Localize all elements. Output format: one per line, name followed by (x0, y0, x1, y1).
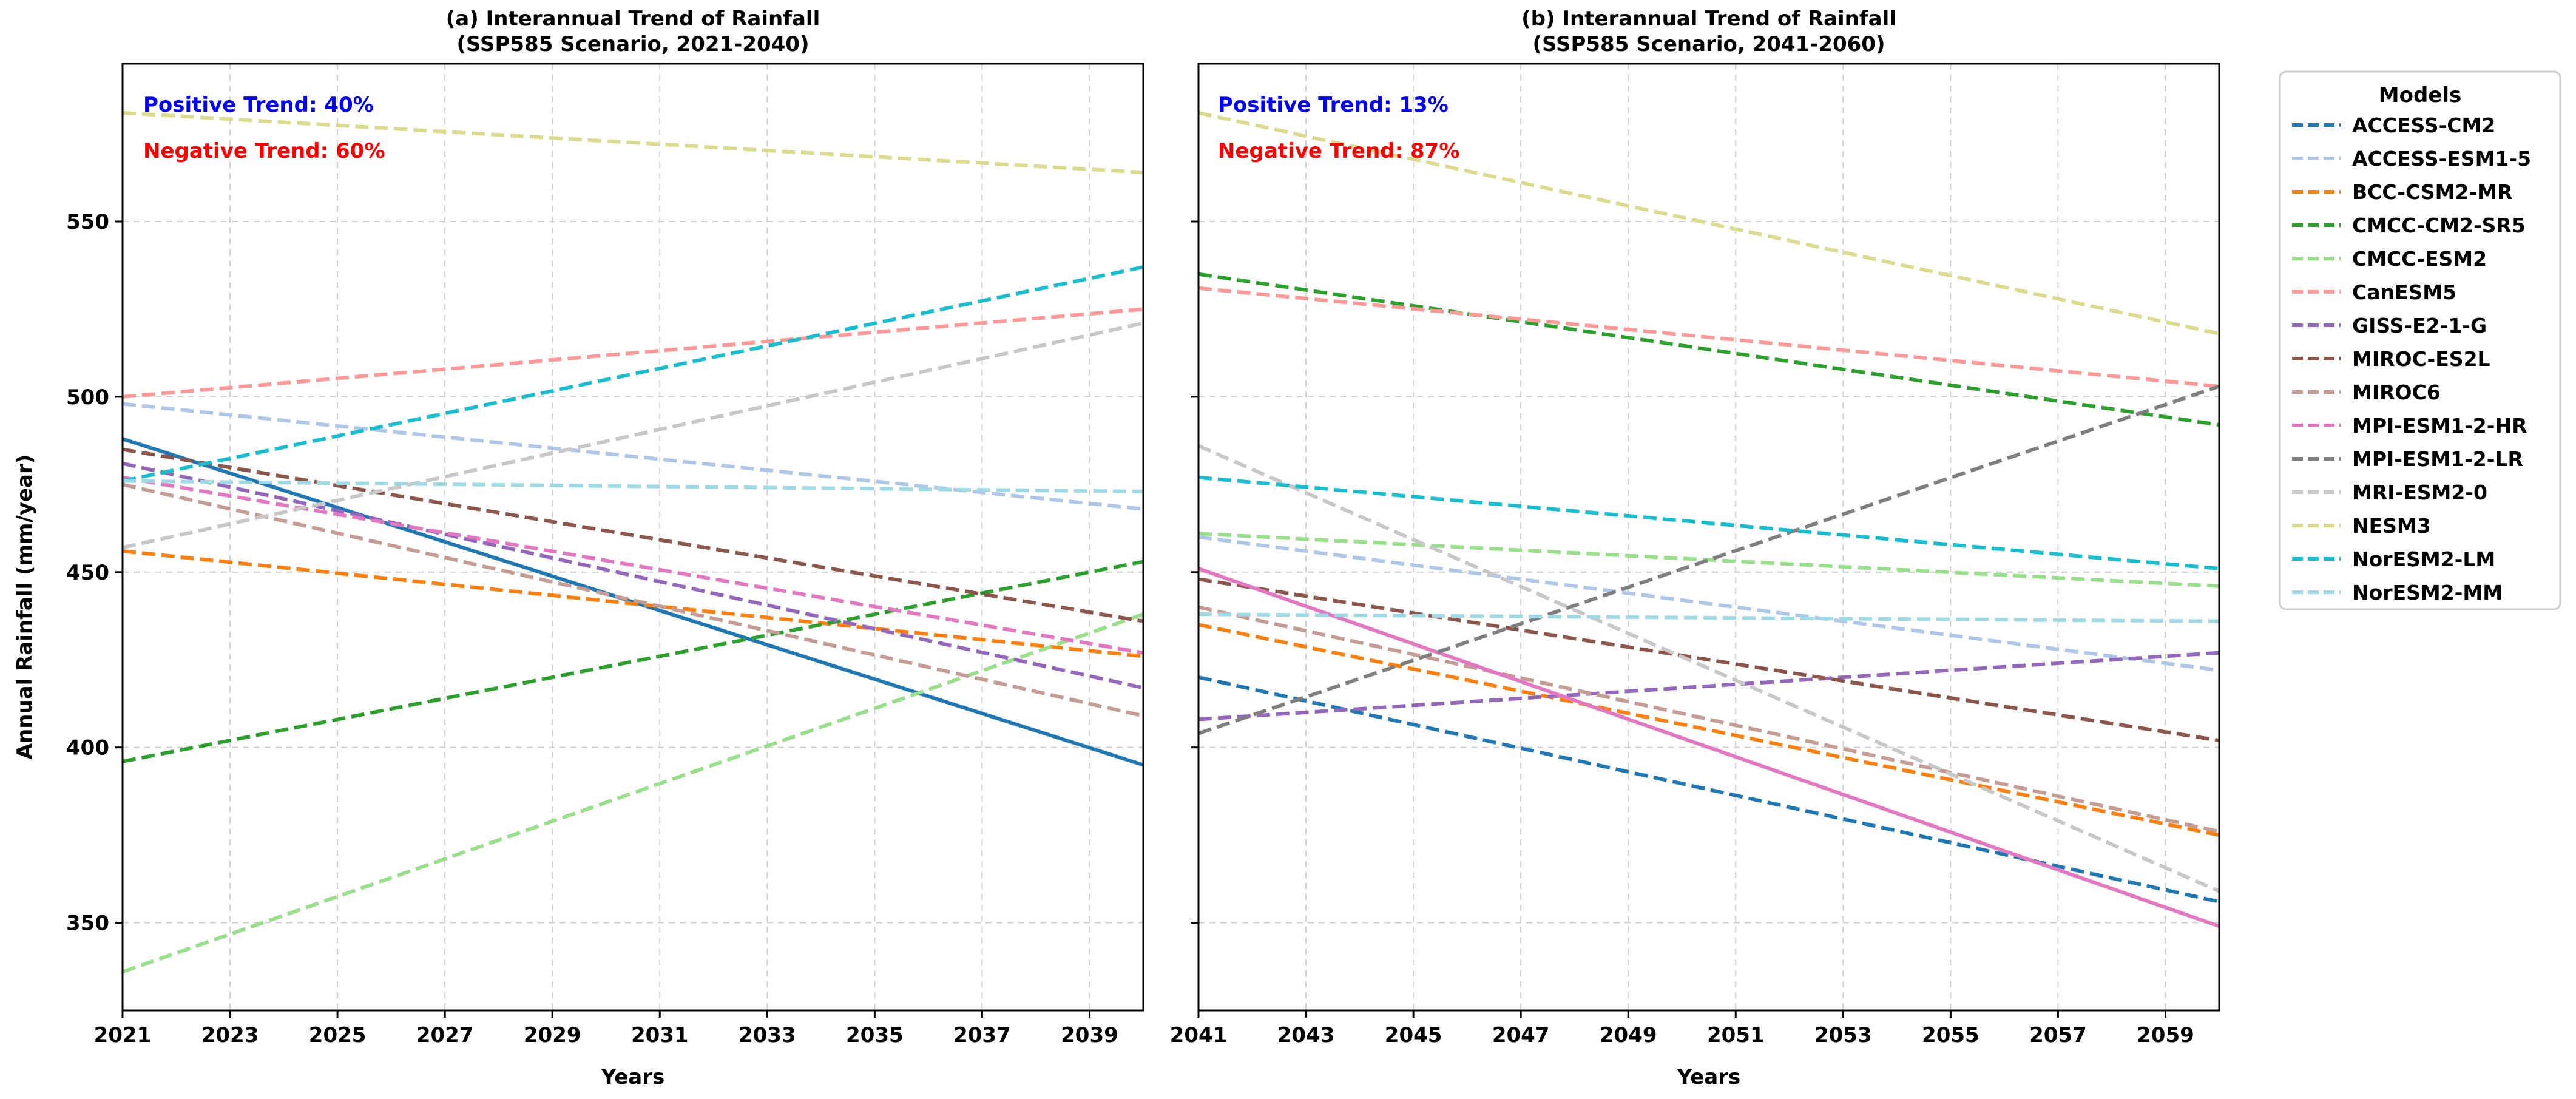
y-tick-label-3: 500 (66, 385, 109, 410)
panel-b-series-mri-esm2-0 (1197, 444, 2220, 893)
panel-a-frame (121, 63, 1144, 1012)
legend-label-noresm2-lm: NorESM2-LM (2352, 547, 2495, 571)
panel-b-series-bcc-csm2-mr (1198, 623, 2220, 837)
legend-label-access-esm1-5: ACCESS-ESM1-5 (2352, 147, 2531, 171)
legend-label-bcc-csm2-mr: BCC-CSM2-MR (2352, 180, 2512, 204)
panel-b-series-noresm2-lm (1198, 475, 2220, 570)
panel-a-series-noresm2-mm (122, 479, 1144, 493)
panel-b-negative-trend: Negative Trend: 87% (1218, 139, 1459, 163)
panel-a-series-giss-e2-1-g (122, 461, 1144, 690)
legend-label-canesm5: CanESM5 (2352, 280, 2456, 304)
legend-label-giss-e2-1-g: GISS-E2-1-G (2352, 314, 2487, 337)
panel-a-negative-trend: Negative Trend: 60% (143, 139, 385, 163)
panel-a-title-line2: (SSP585 Scenario, 2021-2040) (456, 32, 809, 56)
panel-b-series-access-esm1-5 (1198, 535, 2220, 672)
panel-b-x-tick-label-5: 2051 (1707, 1023, 1765, 1047)
legend-label-noresm2-mm: NorESM2-MM (2352, 581, 2503, 604)
panel-b-x-tick-label-9: 2059 (2137, 1023, 2194, 1047)
legend-label-access-cm2: ACCESS-CM2 (2352, 113, 2495, 137)
panel-b-plot: 2041 2043 2045 2047 2049 2051 2053 2055 2057 2059 (1170, 63, 2220, 1047)
panel-a-x-tick-label-0: 2021 (94, 1023, 152, 1047)
panel-b-x-tick-label-6: 2053 (1814, 1023, 1872, 1047)
panel-b-x-tick-label-8: 2057 (2029, 1023, 2087, 1047)
panel-a-x-tick-label-3: 2027 (416, 1023, 474, 1047)
legend: Models ACCESS-CM2 ACCESS-ESM1-5 BCC-CSM2-M… (2279, 70, 2561, 610)
panel-b-series-cmcc-cm2-sr5 (1198, 272, 2220, 427)
panel-b-positive-trend: Positive Trend: 13% (1218, 93, 1449, 117)
legend-label-nesm3: NESM3 (2352, 514, 2431, 538)
panel-b-x-axis-label: Years (1677, 1065, 1741, 1089)
panel-b-series-access-cm2 (1198, 675, 2220, 904)
panel-a-series-cmcc-esm2 (122, 612, 1144, 974)
y-tick-label-2: 450 (66, 561, 109, 585)
panel-b-series-mpi-esm1-2-hr (1198, 567, 2220, 928)
panel-b-x-tick-label-4: 2049 (1600, 1023, 1657, 1047)
panel-a-series-miroc-es2l (122, 447, 1144, 623)
panel-a-x-tick-label-8: 2037 (953, 1023, 1011, 1047)
legend-label-mpi-esm1-2-lr: MPI-ESM1-2-LR (2352, 447, 2523, 471)
panel-a-x-tick-label-9: 2039 (1061, 1023, 1118, 1047)
y-tick-label-1: 400 (66, 736, 109, 760)
panel-a-series-nesm3 (122, 110, 1144, 175)
panel-a-title-line1: (a) Interannual Trend of Rainfall (446, 7, 820, 31)
legend-label-cmcc-esm2: CMCC-ESM2 (2352, 247, 2487, 271)
legend-title: Models (2379, 83, 2461, 107)
panel-b-series-miroc6 (1198, 605, 2220, 834)
panel-a-x-tick-label-1: 2023 (201, 1023, 259, 1047)
panel-a-x-tick-label-2: 2025 (309, 1023, 367, 1047)
legend-frame (2279, 70, 2561, 610)
panel-b-title-line1: (b) Interannual Trend of Rainfall (1521, 7, 1896, 31)
legend-label-cmcc-cm2-sr5: CMCC-CM2-SR5 (2352, 214, 2526, 237)
panel-b-series-canesm5 (1198, 286, 2220, 388)
panel-b-x-tick-label-7: 2055 (1922, 1023, 1979, 1047)
panel-b-title-line2: (SSP585 Scenario, 2041-2060) (1532, 32, 1885, 56)
panel-b-series-miroc-es2l (1198, 577, 2220, 743)
panel-b-x-tick-label-0: 2041 (1170, 1023, 1228, 1047)
panel-a-x-axis-label: Years (601, 1065, 665, 1089)
panel-b-x-tick-label-1: 2043 (1277, 1023, 1335, 1047)
panel-a-series-access-esm1-5 (122, 402, 1144, 511)
panel-b-series-giss-e2-1-g (1198, 651, 2220, 722)
legend-label-mpi-esm1-2-hr: MPI-ESM1-2-HR (2352, 414, 2527, 438)
panel-a-series-cmcc-cm2-sr5 (122, 560, 1144, 763)
legend-label-miroc6: MIROC6 (2352, 380, 2441, 404)
y-tick-label-4: 550 (66, 210, 109, 234)
y-tick-label-0: 350 (66, 911, 109, 936)
panel-a-positive-trend: Positive Trend: 40% (143, 93, 374, 117)
panel-a-x-tick-label-7: 2035 (846, 1023, 904, 1047)
legend-label-mri-esm2-0: MRI-ESM2-0 (2352, 481, 2487, 504)
panel-b-series-mpi-esm1-2-lr (1198, 384, 2220, 735)
panel-a-series-mri-esm2-0 (122, 321, 1144, 550)
panel-a-series-mpi-esm1-2-hr (122, 475, 1144, 655)
panel-a-series-noresm2-lm (122, 265, 1144, 483)
panel-b-x-tick-label-2: 2045 (1385, 1023, 1442, 1047)
legend-label-miroc-es2l: MIROC-ES2L (2352, 347, 2490, 371)
panel-a-x-tick-label-6: 2033 (739, 1023, 796, 1047)
panel-b-series-noresm2-mm (1198, 612, 2220, 623)
panel-a-x-tick-label-4: 2029 (524, 1023, 581, 1047)
panel-b-series-cmcc-esm2 (1198, 532, 2220, 588)
panel-b-x-tick-label-3: 2047 (1492, 1023, 1550, 1047)
panel-b-frame (1197, 63, 2220, 1012)
panel-a-series-canesm5 (122, 307, 1144, 399)
panel-a-x-tick-label-5: 2031 (631, 1023, 689, 1047)
panel-a-series-bcc-csm2-mr (122, 549, 1144, 658)
y-axis-label: Annual Rainfall (mm/year) (13, 455, 37, 760)
panel-a-plot: 2021 2023 2025 2027 2029 2031 2033 2035 2037 2039… (66, 63, 1144, 1047)
